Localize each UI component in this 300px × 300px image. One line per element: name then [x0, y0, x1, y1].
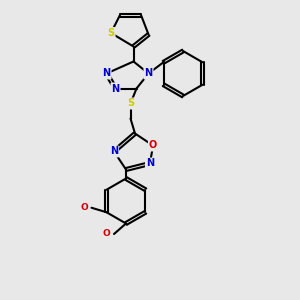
- Text: N: N: [102, 68, 111, 79]
- Text: O: O: [80, 203, 88, 212]
- Text: N: N: [144, 68, 153, 79]
- Text: N: N: [111, 83, 120, 94]
- Text: O: O: [103, 230, 110, 238]
- Text: O: O: [149, 140, 157, 151]
- Text: N: N: [146, 158, 154, 169]
- Text: S: S: [127, 98, 134, 109]
- Text: N: N: [110, 146, 118, 157]
- Text: S: S: [107, 28, 115, 38]
